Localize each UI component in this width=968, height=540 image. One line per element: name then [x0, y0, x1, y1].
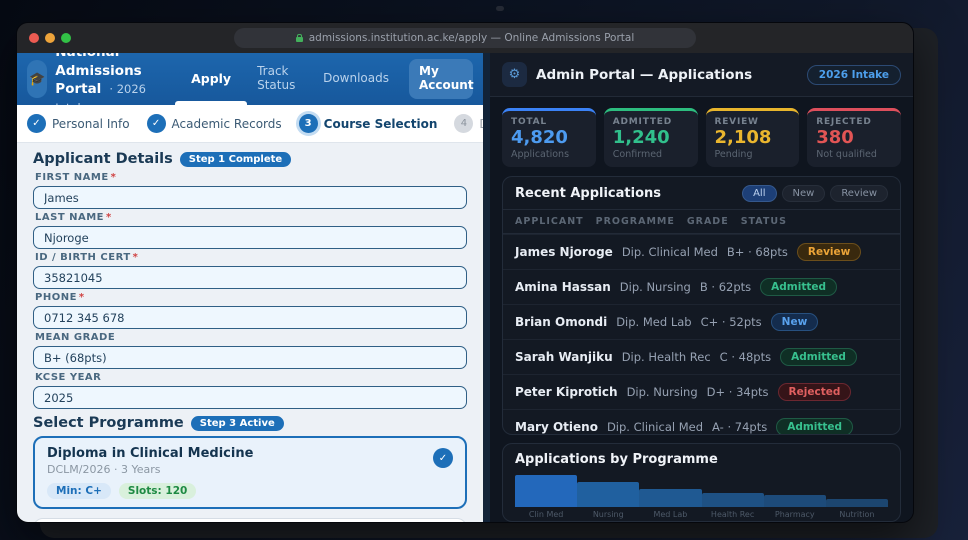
chart-bar	[515, 475, 578, 508]
address-bar[interactable]: admissions.institution.ac.ke/apply — Onl…	[234, 28, 696, 48]
status-badge: Review	[796, 242, 862, 261]
step3-active-badge: Step 3 Active	[190, 415, 284, 431]
table-row[interactable]: Sarah Wanjiku Dip. Health Rec C · 48pts …	[503, 338, 900, 374]
recent-applications-panel: Recent Applications All New Review APPLI…	[502, 175, 901, 436]
chart-bar	[577, 481, 640, 508]
chart-bar	[763, 494, 826, 508]
stat-value: 1,240	[612, 127, 670, 148]
field-id-birth-cert: ID / BIRTH CERT *	[33, 252, 467, 289]
slots-badge: Slots: 120	[118, 483, 197, 499]
stats-row: TOTAL 4,820 Applications ADMITTED 1,240 …	[490, 97, 913, 176]
status-badge: Rejected	[777, 382, 852, 401]
admin-header: ⚙ Admin Portal — Applications 2026 Intak…	[490, 53, 913, 97]
table-header: APPLICANT PROGRAMME GRADE STATUS	[503, 208, 900, 234]
min-grade-badge: Min: C+	[47, 483, 111, 499]
table-row[interactable]: Amina Hassan Dip. Nursing B · 62pts Admi…	[503, 268, 900, 304]
chart-bar	[825, 498, 889, 508]
status-badge: Admitted	[780, 347, 857, 366]
applications-chart-panel: Applications by Programme Clin Med Nursi…	[502, 443, 901, 522]
filter-all[interactable]: All	[742, 184, 777, 202]
portal-header: 🎓 National Admissions Portal · 2026 Inta…	[17, 53, 483, 114]
panel-divider	[483, 53, 490, 522]
table-row[interactable]: Brian Omondi Dip. Med Lab C+ · 52pts New	[503, 303, 900, 339]
chart-title: Applications by Programme	[515, 452, 718, 468]
applicant-portal-panel: 🎓 National Admissions Portal · 2026 Inta…	[17, 53, 483, 522]
check-icon: ✓	[27, 114, 46, 133]
field-kcse-year: KCSE YEAR	[33, 372, 467, 409]
programme-card-clinical-medicine[interactable]: Diploma in Clinical Medicine DCLM/2026 ·…	[33, 436, 467, 509]
minimize-window-button[interactable]	[45, 33, 55, 43]
stat-card-rejected: REJECTED 380 Not qualified	[807, 108, 901, 167]
field-phone: PHONE *	[33, 292, 467, 329]
ssl-lock-icon	[295, 33, 303, 42]
nav-track-status[interactable]: Track Status	[257, 64, 296, 92]
phone-input[interactable]	[33, 306, 467, 329]
step-personal-info[interactable]: ✓ Personal Info	[27, 114, 130, 133]
filter-group: All New Review	[742, 184, 888, 202]
status-badge: New	[770, 312, 819, 331]
stat-value: 2,108	[714, 127, 772, 148]
programme-title: Diploma in Clinical Medicine	[47, 446, 254, 461]
nav-my-account[interactable]: My Account	[409, 59, 474, 99]
nav-apply[interactable]: Apply	[175, 53, 248, 105]
field-first-name: FIRST NAME *	[33, 172, 467, 209]
stat-value: 380	[816, 127, 854, 148]
status-badge: Admitted	[760, 277, 838, 296]
section-title-select-programme: Select Programme	[33, 415, 184, 431]
brand-title: National Admissions Portal	[55, 53, 142, 98]
table-row[interactable]: Peter Kiprotich Dip. Nursing D+ · 34pts …	[503, 373, 900, 409]
admin-portal-panel: ⚙ Admin Portal — Applications 2026 Intak…	[490, 53, 913, 522]
bar-chart	[515, 473, 889, 508]
field-mean-grade: MEAN GRADE	[33, 332, 467, 369]
selected-check-icon: ✓	[433, 448, 453, 468]
step-number: 3	[298, 114, 318, 133]
table-row[interactable]: Mary Otieno Dip. Clinical Med A- · 74pts…	[503, 408, 900, 435]
close-window-button[interactable]	[29, 33, 39, 43]
nav-downloads[interactable]: Downloads	[323, 71, 389, 86]
step-course-selection[interactable]: 3 Course Selection	[298, 114, 437, 133]
stat-card-admitted: ADMITTED 1,240 Confirmed	[603, 108, 698, 167]
desktop-notch-dot	[496, 6, 504, 11]
first-name-input[interactable]	[33, 186, 467, 209]
window-controls	[29, 33, 71, 43]
step-academic-records[interactable]: ✓ Academic Records	[146, 114, 282, 133]
last-name-input[interactable]	[33, 226, 467, 249]
progress-steps: ✓ Personal Info ✓ Academic Records 3 Cou…	[17, 105, 483, 143]
recent-applications-title: Recent Applications	[515, 185, 662, 201]
filter-new[interactable]: New	[781, 184, 826, 202]
portal-nav: Apply Track Status Downloads My Account	[175, 53, 474, 105]
filter-review[interactable]: Review	[830, 184, 888, 202]
step-number: 4	[454, 114, 474, 133]
kcse-year-input[interactable]	[33, 386, 467, 409]
application-form: Applicant Details Step 1 Complete FIRST …	[17, 143, 483, 522]
gear-icon: ⚙	[502, 62, 527, 87]
admin-title: Admin Portal — Applications	[536, 66, 753, 83]
id-birth-cert-input[interactable]	[33, 266, 467, 289]
check-icon: ✓	[146, 114, 166, 133]
status-badge: Admitted	[776, 417, 854, 435]
chart-bar	[639, 488, 702, 508]
step-documents[interactable]: 4 Documents	[454, 114, 483, 133]
table-row[interactable]: James Njoroge Dip. Clinical Med B+ · 68p…	[503, 233, 900, 269]
graduation-cap-icon: 🎓	[27, 60, 48, 98]
chart-x-axis-labels: Clin Med Nursing Med Lab Health Rec Phar…	[528, 510, 875, 520]
zoom-window-button[interactable]	[61, 33, 71, 43]
intake-badge: 2026 Intake	[806, 64, 901, 85]
url-text: admissions.institution.ac.ke/apply — Onl…	[308, 32, 635, 44]
mean-grade-input[interactable]	[33, 346, 467, 369]
stat-value: 4,820	[511, 127, 568, 148]
stat-card-total: TOTAL 4,820 Applications	[502, 108, 596, 167]
browser-titlebar: admissions.institution.ac.ke/apply — Onl…	[17, 23, 913, 53]
programme-card-medical-lab[interactable]: Diploma in Medical Lab DMLS/2026 · 3 Yea…	[33, 518, 467, 522]
stat-card-review: REVIEW 2,108 Pending	[705, 108, 800, 167]
step1-complete-badge: Step 1 Complete	[179, 151, 292, 167]
section-title-applicant-details: Applicant Details	[33, 151, 173, 167]
programme-meta: DCLM/2026 · 3 Years	[47, 463, 161, 476]
field-last-name: LAST NAME *	[33, 212, 467, 249]
browser-window: admissions.institution.ac.ke/apply — Onl…	[16, 22, 914, 523]
chart-bar	[701, 492, 764, 508]
